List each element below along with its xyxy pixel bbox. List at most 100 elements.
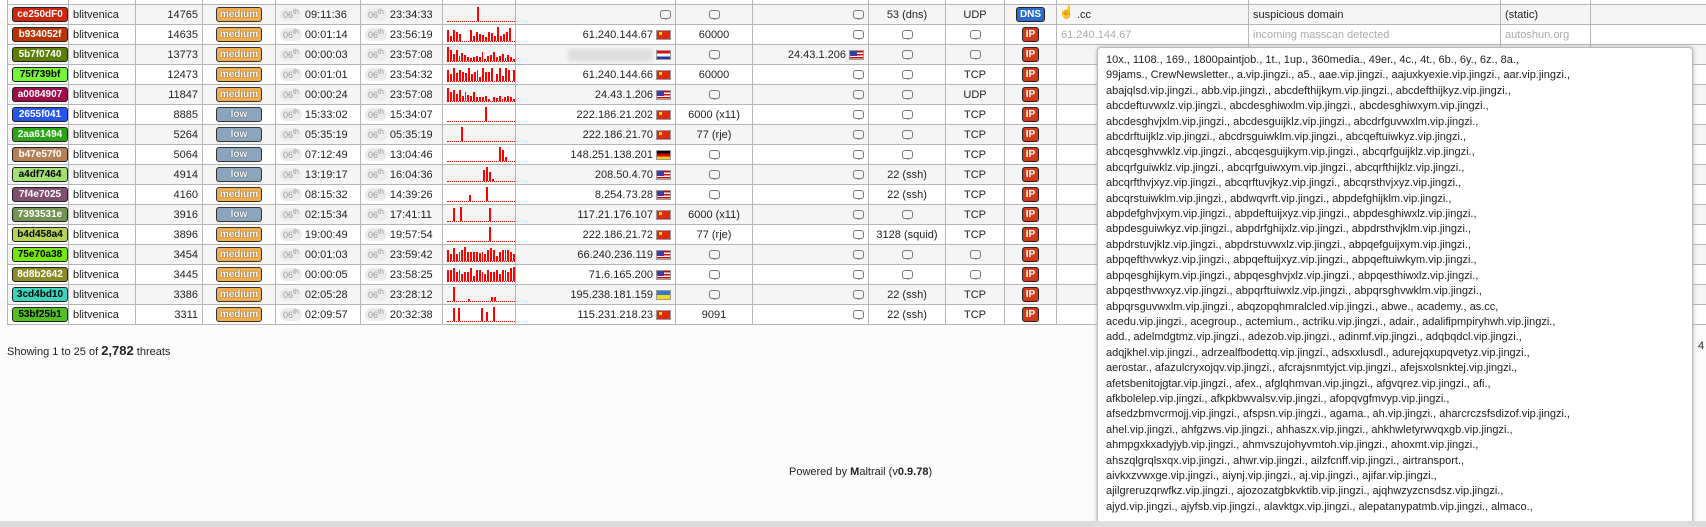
sparkline — [447, 286, 515, 302]
comment-icon[interactable] — [853, 250, 864, 261]
comment-icon[interactable] — [969, 50, 981, 61]
trail[interactable]: 61.240.144.67 — [1061, 28, 1132, 41]
comment-icon[interactable] — [901, 110, 913, 121]
type-badge: IP — [1021, 227, 1040, 242]
sensor: blitvenica — [73, 288, 119, 301]
comment-icon[interactable] — [853, 110, 864, 121]
comment-icon[interactable] — [853, 130, 864, 141]
sparkline-bar — [475, 270, 478, 281]
protocol: TCP — [964, 208, 986, 221]
sparkline-bar — [473, 72, 476, 81]
src-ip[interactable]: 222.186.21.72 — [582, 228, 653, 241]
comment-icon[interactable] — [901, 90, 913, 101]
sparkline-bar — [470, 30, 472, 41]
comment-icon[interactable] — [901, 130, 913, 141]
src-ip[interactable]: 195.238.181.159 — [570, 288, 653, 301]
comment-icon[interactable] — [660, 10, 671, 21]
src-ip[interactable]: 222.186.21.70 — [582, 128, 653, 141]
comment-icon[interactable] — [853, 210, 864, 221]
threat-id-badge[interactable]: b934052f — [12, 27, 68, 42]
comment-icon[interactable] — [901, 70, 913, 81]
sensor: blitvenica — [73, 148, 119, 161]
src-ip[interactable]: 71.6.165.200 — [588, 268, 653, 281]
event-count: 14765 — [167, 8, 198, 21]
src-ip[interactable]: 61.240.144.67 — [582, 28, 653, 41]
comment-icon[interactable] — [969, 270, 981, 281]
comment-icon[interactable] — [901, 30, 913, 41]
sparkline-bar — [449, 92, 452, 101]
src-ip[interactable]: 222.186.21.202 — [576, 108, 653, 121]
comment-icon[interactable] — [708, 90, 720, 101]
threat-id-badge[interactable]: 7393531e — [12, 207, 68, 222]
comment-icon[interactable] — [853, 30, 864, 41]
first-seen-day: 06th — [280, 308, 302, 321]
threat-id-badge[interactable]: 75e70a38 — [12, 247, 68, 262]
comment-icon[interactable] — [708, 270, 720, 281]
trail[interactable]: .cc — [1077, 8, 1092, 21]
sparkline-bar — [513, 253, 515, 261]
comment-icon[interactable] — [901, 50, 913, 61]
src-ip[interactable]: 8.254.73.28 — [594, 188, 653, 201]
comment-icon[interactable] — [853, 270, 864, 281]
threat-id-badge[interactable]: 53bf25b1 — [12, 307, 68, 322]
table-row[interactable]: ce250dF0 blitvenica 14765 medium 06th 09:… — [7, 4, 1706, 25]
threat-id-badge[interactable]: 75f739bf — [12, 67, 68, 82]
threats-table-body: ce250dF0 blitvenica 14765 medium 06th 09:… — [7, 0, 1706, 325]
comment-icon[interactable] — [708, 150, 720, 161]
comment-icon[interactable] — [901, 270, 913, 281]
threat-id-badge[interactable]: 2655f041 — [12, 107, 68, 122]
comment-icon[interactable] — [708, 250, 720, 261]
sparkline — [447, 246, 515, 262]
severity-badge: low — [216, 167, 262, 182]
sparkline-bar — [478, 57, 481, 61]
first-seen-day: 06th — [280, 128, 302, 141]
threat-id-badge[interactable]: b4d458a4 — [12, 227, 68, 242]
comment-icon[interactable] — [901, 150, 913, 161]
comment-icon[interactable] — [853, 290, 864, 301]
comment-icon[interactable] — [969, 30, 981, 41]
threat-id-badge[interactable]: 7f4e7025 — [12, 187, 68, 202]
comment-icon[interactable] — [853, 150, 864, 161]
tooltip-line: adqjkhel.vip.jingzi., adrzealfbodettq.vi… — [1106, 346, 1530, 359]
threat-id-badge[interactable]: 3cd4bd10 — [12, 287, 68, 302]
comment-icon[interactable] — [708, 290, 720, 301]
comment-icon[interactable] — [853, 190, 864, 201]
threat-id-badge[interactable]: 2aa61494 — [12, 127, 68, 142]
threat-id-badge[interactable]: 5b7f0740 — [12, 47, 68, 62]
src-ip[interactable]: 115.231.218.23 — [577, 308, 653, 321]
comment-icon[interactable] — [708, 170, 720, 181]
comment-icon[interactable] — [853, 10, 864, 21]
threat-id-badge[interactable]: a0084907 — [12, 87, 68, 102]
comment-icon[interactable] — [708, 190, 720, 201]
comment-icon[interactable] — [901, 210, 913, 221]
src-ip[interactable]: 24.43.1.206 — [594, 88, 653, 101]
comment-icon[interactable] — [853, 90, 864, 101]
threat-id-badge[interactable]: a4df7464 — [12, 167, 68, 182]
dst-ip[interactable]: 24.43.1.206 — [787, 48, 846, 61]
sparkline-bar — [492, 179, 494, 181]
first-seen-time: 00:00:24 — [304, 89, 348, 101]
threat-id-badge[interactable]: b47e57f0 — [12, 147, 68, 162]
sparkline-bar — [493, 272, 495, 281]
comment-icon[interactable] — [901, 250, 913, 261]
src-ip[interactable]: 148.251.138.201 — [570, 148, 653, 161]
comment-icon[interactable] — [853, 170, 864, 181]
sensor: blitvenica — [73, 28, 119, 41]
table-row[interactable]: b934052f blitvenica 14635 medium 06th 00:… — [7, 24, 1706, 45]
comment-icon[interactable] — [853, 230, 864, 241]
comment-icon[interactable] — [708, 10, 720, 21]
threat-id-badge[interactable]: 8d8b2642 — [12, 267, 68, 282]
comment-icon[interactable] — [853, 310, 864, 321]
threat-id-badge[interactable]: ce250dF0 — [12, 7, 68, 22]
src-ip[interactable]: 117.21.176.107 — [577, 208, 653, 221]
horizontal-scrollbar[interactable] — [0, 521, 1706, 527]
protocol: TCP — [964, 308, 986, 321]
comment-icon[interactable] — [853, 70, 864, 81]
pagination-page[interactable]: 4 — [1698, 340, 1705, 352]
comment-icon[interactable] — [969, 250, 981, 261]
protocol: TCP — [964, 168, 986, 181]
comment-icon[interactable] — [708, 50, 720, 61]
src-ip[interactable]: 61.240.144.66 — [582, 68, 653, 81]
src-ip[interactable]: 208.50.4.70 — [594, 168, 653, 181]
src-ip[interactable]: 66.240.236.119 — [577, 248, 653, 261]
